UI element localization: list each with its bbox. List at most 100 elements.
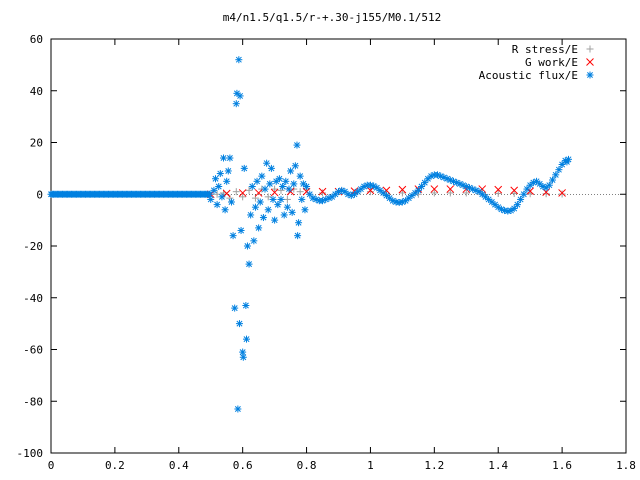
data-point xyxy=(240,164,248,172)
data-point xyxy=(294,232,302,240)
data-point xyxy=(545,181,553,189)
y-tick-label: 0 xyxy=(36,188,43,201)
data-point xyxy=(446,189,454,197)
data-point xyxy=(287,167,295,175)
data-point xyxy=(264,206,272,214)
data-point xyxy=(318,187,327,196)
data-point xyxy=(235,320,243,328)
data-point xyxy=(235,56,243,64)
series-3 xyxy=(47,56,572,413)
data-point xyxy=(232,100,240,108)
data-point xyxy=(462,189,470,197)
data-point xyxy=(517,195,525,203)
data-point xyxy=(558,190,566,198)
chart-title: m4/n1.5/q1.5/r-+.30-j155/M0.1/512 xyxy=(223,11,442,24)
data-point xyxy=(247,211,255,219)
data-point xyxy=(224,167,232,175)
data-point xyxy=(242,302,250,310)
x-tick-label: 1.6 xyxy=(552,459,572,472)
data-point xyxy=(283,203,291,211)
data-point xyxy=(253,177,261,185)
data-point xyxy=(243,335,250,343)
data-point xyxy=(398,189,406,197)
data-point xyxy=(215,182,223,190)
data-point xyxy=(301,206,309,214)
data-point xyxy=(293,141,301,149)
data-point xyxy=(277,195,285,203)
x-tick-label: 0.6 xyxy=(233,459,253,472)
x-tick-label: 0.2 xyxy=(105,459,125,472)
data-point xyxy=(221,206,229,214)
data-point xyxy=(298,195,306,203)
data-point xyxy=(303,182,311,190)
x-tick-label: 0.4 xyxy=(169,459,189,472)
data-point xyxy=(236,92,244,100)
data-point xyxy=(254,189,263,197)
data-point xyxy=(263,159,271,167)
x-tick-label: 1 xyxy=(367,459,374,472)
data-point xyxy=(555,166,563,174)
data-point xyxy=(220,154,227,162)
data-point xyxy=(274,201,282,209)
data-point xyxy=(366,188,374,196)
legend-marker xyxy=(586,71,594,79)
data-point xyxy=(239,353,247,361)
data-point xyxy=(231,304,239,312)
plot-border xyxy=(50,38,627,454)
data-point xyxy=(510,186,519,195)
data-point xyxy=(259,214,267,222)
y-tick-label: 60 xyxy=(30,33,43,46)
data-point xyxy=(270,188,279,197)
data-point xyxy=(430,189,438,197)
data-point xyxy=(549,176,557,184)
y-tick-label: -80 xyxy=(23,395,43,408)
data-point xyxy=(290,180,298,188)
data-point xyxy=(229,232,237,240)
data-point xyxy=(558,189,566,197)
data-point xyxy=(267,164,275,172)
data-point xyxy=(210,186,218,194)
tick-layer: 0 0.2 0.4 0.6 0.8 1 1.2 1.4 1.6 1.8 60 40 20 0 -20 -40 -… xyxy=(17,33,636,472)
data-point xyxy=(261,185,269,193)
data-point xyxy=(275,175,283,183)
data-point xyxy=(213,201,221,209)
data-point xyxy=(494,185,503,194)
data-point xyxy=(446,185,455,193)
data-point xyxy=(319,189,327,197)
plot-frame xyxy=(50,38,627,454)
data-point xyxy=(237,226,245,234)
data-point xyxy=(291,162,299,170)
data-point xyxy=(269,195,277,203)
data-point xyxy=(296,172,304,180)
x-tick-label: 1.2 xyxy=(424,459,444,472)
data-point xyxy=(218,193,226,201)
y-tick-label: -100 xyxy=(17,447,44,460)
data-point xyxy=(565,155,572,163)
y-tick-label: 20 xyxy=(30,137,43,150)
data-point xyxy=(250,237,258,245)
data-point xyxy=(280,211,288,219)
data-point xyxy=(494,189,502,197)
y-tick-label: -20 xyxy=(23,240,43,253)
data-point xyxy=(258,172,266,180)
legend-label: Acoustic flux/E xyxy=(479,69,578,82)
data-point xyxy=(279,182,287,190)
legend-marker xyxy=(586,45,594,53)
y-tick-label: -40 xyxy=(23,292,43,305)
data-point xyxy=(542,190,550,198)
data-point xyxy=(243,242,251,250)
data-point xyxy=(430,185,439,193)
data-point xyxy=(256,198,264,206)
data-point xyxy=(227,198,235,206)
series-layer xyxy=(47,56,572,413)
data-point xyxy=(283,195,291,203)
data-point xyxy=(232,188,240,196)
data-point xyxy=(485,195,493,203)
data-point xyxy=(552,171,560,179)
data-point xyxy=(271,185,279,193)
data-point xyxy=(239,193,247,201)
x-tick-label: 0 xyxy=(48,459,55,472)
data-point xyxy=(251,203,259,211)
